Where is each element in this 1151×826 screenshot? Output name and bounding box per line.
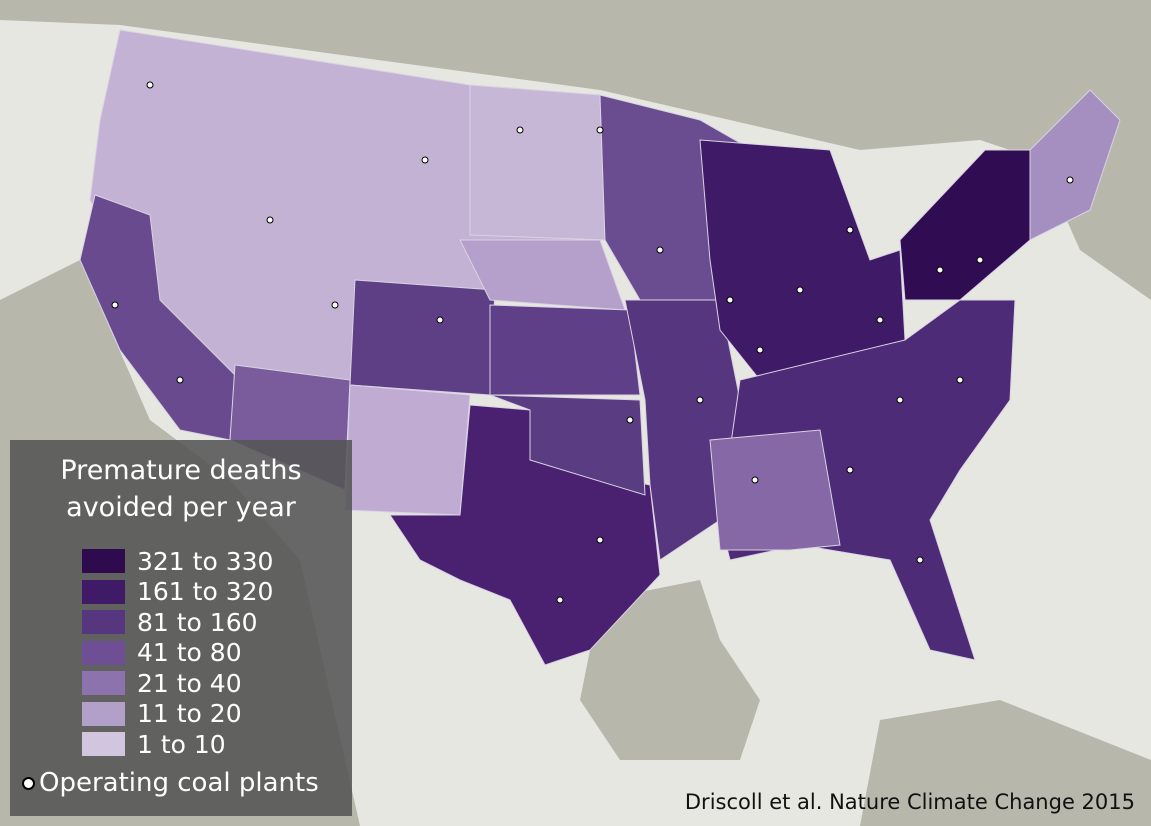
coal-plants [111,81,1074,604]
legend-item: 81 to 160 [82,607,258,637]
marker-icon [22,776,35,790]
legend-swatch [82,549,125,573]
legend-label: 21 to 40 [137,668,242,698]
legend-label: 161 to 320 [137,577,274,606]
states [79,29,1121,666]
marker-legend: Operating coal plants [22,768,319,798]
marker-label: Operating coal plants [39,768,319,798]
legend-item: 321 to 330 [82,546,274,576]
legend-item: 41 to 80 [82,638,242,667]
legend-item: 161 to 320 [82,577,274,606]
legend-label: 1 to 10 [137,729,226,759]
legend-label: 41 to 80 [137,638,242,667]
legend-swatch [82,732,125,756]
legend-item: 1 to 10 [82,729,226,759]
legend-label: 321 to 330 [137,546,274,576]
legend-swatch [82,671,125,695]
legend-label: 11 to 20 [137,699,242,728]
legend-label: 81 to 160 [137,607,258,637]
legend: Premature deaths avoided per year 321 to… [10,440,352,816]
legend-swatch [82,610,125,634]
legend-swatch [82,640,125,665]
legend-title: Premature deaths avoided per year [60,455,302,523]
legend-swatch [82,701,125,726]
legend-item: 11 to 20 [82,699,242,728]
credit: Driscoll et al. Nature Climate Change 20… [684,790,1135,814]
legend-swatch [82,579,125,604]
legend-item: 21 to 40 [82,668,242,698]
